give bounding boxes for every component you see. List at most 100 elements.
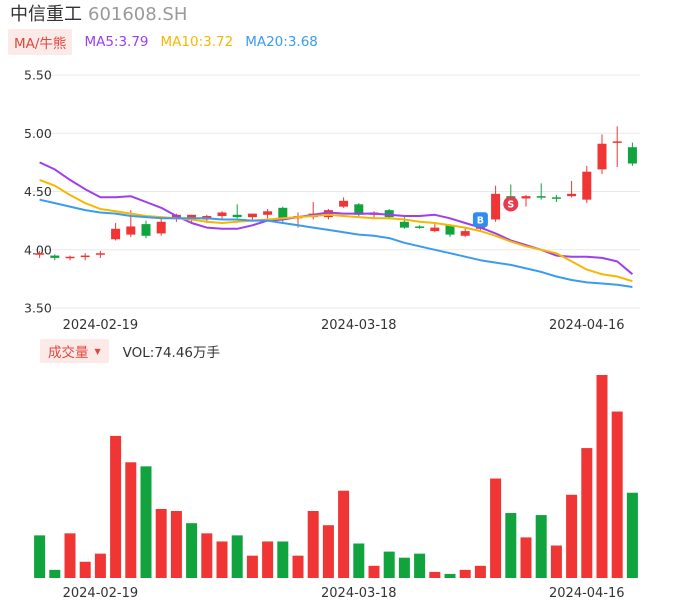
- candle-body: [217, 212, 227, 216]
- ma-legend: MA/牛熊 MA5:3.79 MA10:3.72 MA20:3.68: [8, 29, 318, 55]
- volume-bar: [186, 523, 198, 578]
- volume-bar: [231, 535, 243, 578]
- sell-signal-icon: S: [503, 196, 519, 212]
- volume-legend: 成交量 ▼ VOL:74.46万手: [40, 339, 220, 363]
- candle: [232, 204, 242, 219]
- candle-body: [384, 210, 394, 218]
- candle: [339, 197, 349, 208]
- candle: [582, 165, 592, 204]
- candle-body: [263, 211, 273, 215]
- candle-body: [247, 213, 257, 218]
- volume-bar: [626, 492, 638, 578]
- candle: [627, 142, 637, 166]
- candle: [521, 194, 531, 207]
- candle: [35, 250, 45, 258]
- volume-bar: [429, 571, 441, 578]
- volume-bar: [140, 466, 152, 578]
- candle: [141, 220, 151, 239]
- volume-bar: [535, 515, 547, 578]
- candle-body: [597, 143, 607, 170]
- candle: [612, 126, 622, 168]
- candle: [80, 253, 90, 261]
- candle: [491, 185, 501, 222]
- stock-name: 中信重工: [10, 4, 82, 25]
- candle-body: [582, 171, 592, 200]
- ma5-line: [39, 161, 634, 275]
- candle-body: [141, 224, 151, 236]
- candle-body: [612, 141, 622, 143]
- buy-signal-icon: B: [472, 212, 488, 228]
- volume-bar: [520, 537, 532, 578]
- volume-bar: [566, 494, 578, 578]
- candle-body: [232, 214, 242, 218]
- candle: [567, 181, 577, 198]
- candle-body: [339, 200, 349, 207]
- volume-bar: [505, 513, 517, 578]
- candle-body: [35, 253, 45, 255]
- volume-bar: [611, 411, 623, 578]
- candle: [217, 211, 227, 220]
- volume-bar: [277, 541, 289, 578]
- candle-body: [445, 225, 455, 235]
- ma10-label: MA10:3.72: [160, 34, 234, 50]
- candle-body: [430, 227, 440, 232]
- candle: [50, 254, 60, 261]
- volume-bar: [262, 541, 274, 578]
- ma-mode-button[interactable]: MA/牛熊: [8, 29, 73, 55]
- volume-bar: [64, 533, 76, 578]
- volume-bar: [49, 569, 61, 578]
- volume-bar: [353, 543, 365, 578]
- volume-bar: [596, 375, 608, 578]
- candle: [95, 250, 105, 258]
- stock-code: 601608.SH: [88, 4, 188, 25]
- candle-body: [50, 255, 60, 258]
- price-tick-label: 4.50: [24, 184, 52, 199]
- price-tick-label: 5.00: [24, 126, 52, 141]
- candle-body: [460, 231, 470, 236]
- volume-tab-label: 成交量: [48, 345, 89, 361]
- candle-body: [278, 207, 288, 220]
- volume-bar: [110, 435, 122, 578]
- volume-bar: [201, 533, 213, 578]
- candle-body: [521, 196, 531, 199]
- volume-bar: [581, 448, 593, 578]
- volume-bar: [459, 569, 471, 578]
- candle-body: [111, 228, 121, 240]
- ma10-line: [39, 178, 633, 283]
- volume-bar: [307, 511, 319, 578]
- candle-body: [323, 210, 333, 218]
- candle-body: [156, 221, 166, 234]
- signal-text: S: [507, 199, 514, 210]
- volume-indicator-dropdown[interactable]: 成交量 ▼: [40, 339, 109, 363]
- caret-down-icon: ▼: [94, 346, 101, 356]
- volume-bar: [414, 553, 426, 578]
- volume-bar: [125, 462, 137, 578]
- candle-body: [491, 193, 501, 220]
- ma5-label: MA5:3.79: [84, 34, 149, 50]
- volume-bar: [398, 557, 410, 578]
- candle: [597, 134, 607, 175]
- date-tick-label: 2024-04-16: [549, 586, 625, 601]
- stock-title: 中信重工 601608.SH: [10, 4, 187, 26]
- candle: [536, 183, 546, 200]
- candle-body: [399, 221, 409, 228]
- price-tick-label: 4.00: [24, 242, 52, 257]
- volume-bar: [246, 555, 258, 578]
- candle: [460, 227, 470, 237]
- volume-bar: [368, 565, 380, 578]
- candle-body: [415, 226, 425, 228]
- signal-badge: [503, 196, 519, 212]
- candle-body: [627, 147, 637, 164]
- price-tick-label: 5.50: [24, 68, 52, 83]
- candle-body: [551, 197, 561, 199]
- volume-bar: [79, 561, 91, 578]
- volume-bar: [216, 541, 228, 578]
- volume-bar: [34, 535, 46, 578]
- volume-bar: [444, 573, 456, 578]
- candle-body: [567, 193, 577, 197]
- candle-body: [95, 253, 105, 255]
- date-tick-label: 2024-02-19: [63, 586, 139, 601]
- candle: [430, 224, 440, 233]
- candle: [263, 208, 273, 219]
